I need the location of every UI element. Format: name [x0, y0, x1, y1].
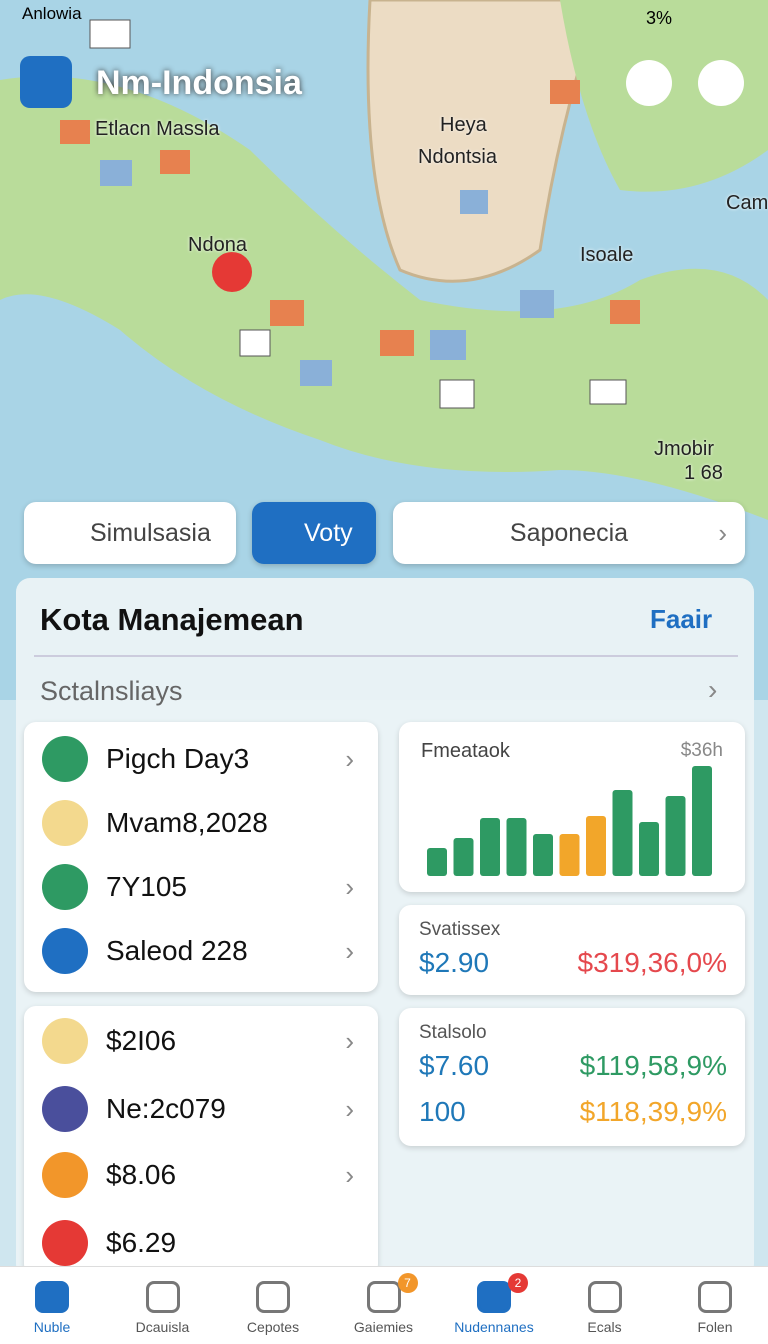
list-item[interactable]: $2I06 ›: [42, 1018, 372, 1064]
map-label: Isoale: [580, 244, 634, 266]
map-label: 1 68: [684, 462, 723, 484]
tab[interactable]: Voty: [252, 502, 376, 564]
status-left: Anlowia: [22, 4, 82, 23]
nav-label[interactable]: Dcauisla: [135, 1319, 190, 1335]
action-button[interactable]: [698, 60, 744, 106]
stats-value: $119,58,9%: [579, 1050, 727, 1081]
nav-icon[interactable]: [366, 1281, 401, 1313]
header-title: Nm-Indonsia: [96, 64, 302, 102]
bar: [665, 796, 686, 876]
nav-icon[interactable]: [256, 1281, 290, 1313]
item-label: 7Y105: [106, 871, 187, 902]
map-label: Etlacn Massla: [95, 118, 220, 140]
nav-icon[interactable]: [587, 1281, 622, 1313]
chart-label: $36h: [680, 740, 723, 761]
nav-icon[interactable]: [698, 1281, 732, 1313]
chart-card: Fmeataok $36h: [399, 722, 745, 892]
bar: [612, 790, 633, 876]
bottom-nav: Nuble Dcauisla Cepotes Gaiemies Nudennanes Ec…: [0, 1266, 768, 1344]
stats-title: Svatissex: [419, 919, 501, 940]
nav-label[interactable]: Gaiemies: [353, 1319, 414, 1335]
item-label: $2I06: [106, 1025, 177, 1056]
item-label: Ne:2c079: [106, 1093, 226, 1124]
item-label: $8.06: [106, 1159, 177, 1190]
nav-label[interactable]: Nuble: [33, 1319, 71, 1335]
tab-label: Voty: [304, 518, 353, 547]
map-label: Ndona: [188, 234, 247, 256]
item-label: Pigch Day3: [106, 743, 250, 774]
list-card: $2I06 › Ne:2c079 › $8.06 › $6.29: [24, 1006, 378, 1276]
bar: [533, 834, 553, 876]
bar: [480, 818, 500, 876]
bar: [427, 848, 447, 876]
bar: [692, 766, 712, 876]
chart-title: Fmeataok: [421, 740, 510, 762]
map-label: Jmobir: [654, 438, 715, 460]
list-item[interactable]: $8.06 ›: [42, 1152, 372, 1198]
panel-link[interactable]: Faair: [650, 604, 713, 634]
tab-label: Saponecia: [509, 518, 629, 547]
panel-title: Kota Manajemean: [40, 602, 304, 637]
bar: [639, 822, 659, 876]
status-right: 3%: [646, 8, 673, 28]
stats-title: Stalsolo: [419, 1022, 487, 1043]
bar: [559, 834, 580, 876]
chevron: ›: [708, 674, 718, 705]
nav-label[interactable]: Nudennanes: [454, 1319, 534, 1335]
map-label: Heya: [440, 114, 487, 136]
bar: [453, 838, 474, 876]
nav-label[interactable]: Cepotes: [246, 1319, 300, 1335]
list-item[interactable]: Ne:2c079 ›: [42, 1086, 372, 1132]
nav-icon[interactable]: [477, 1281, 511, 1313]
tab[interactable]: Simulsasia: [24, 502, 236, 564]
list-item[interactable]: $6.29: [42, 1220, 372, 1266]
divider: [34, 655, 738, 657]
stats-card: Svatissex $2.90 $319,36,0%: [399, 905, 745, 995]
nav-label[interactable]: Folen: [697, 1319, 733, 1335]
tab-label: Simulsasia: [90, 518, 211, 547]
nav-icon[interactable]: [35, 1281, 69, 1313]
stats-value: 100: [419, 1096, 466, 1127]
item-label: Mvam8,2028: [106, 807, 268, 838]
stats-card: Stalsolo $7.60 $119,58,9% 100 $118,39,9%: [399, 1008, 745, 1146]
nav-badge: 7: [397, 1273, 418, 1293]
stats-value: $7.60: [419, 1050, 490, 1081]
list-item[interactable]: Mvam8,2028: [42, 800, 372, 846]
bar-chart: [427, 766, 712, 876]
list-card: Pigch Day3 › Mvam8,2028 7Y105 › Saleod 228…: [24, 722, 378, 992]
stats-value: $118,39,9%: [579, 1096, 727, 1127]
stats-value: $2.90: [419, 947, 490, 978]
item-label: Saleod 228: [106, 935, 248, 966]
bar: [506, 818, 527, 876]
bar: [586, 816, 606, 876]
tab[interactable]: Saponecia ›: [393, 502, 745, 564]
item-label: $6.29: [106, 1227, 177, 1258]
list-item[interactable]: Pigch Day3 ›: [42, 736, 372, 782]
panel-subtitle: Sctalnsliays: [40, 676, 183, 706]
app-icon[interactable]: [20, 56, 72, 108]
nav-icon[interactable]: [145, 1281, 180, 1313]
map-label: Ndontsia: [418, 146, 497, 168]
list-item[interactable]: Saleod 228 ›: [42, 928, 372, 974]
nav-badge: 2: [508, 1273, 528, 1293]
nav-label[interactable]: Ecals: [587, 1319, 622, 1335]
action-button[interactable]: [626, 60, 672, 106]
map-label: Cam: [726, 192, 768, 214]
stats-value: $319,36,0%: [577, 947, 727, 978]
list-item[interactable]: 7Y105 ›: [42, 864, 372, 910]
